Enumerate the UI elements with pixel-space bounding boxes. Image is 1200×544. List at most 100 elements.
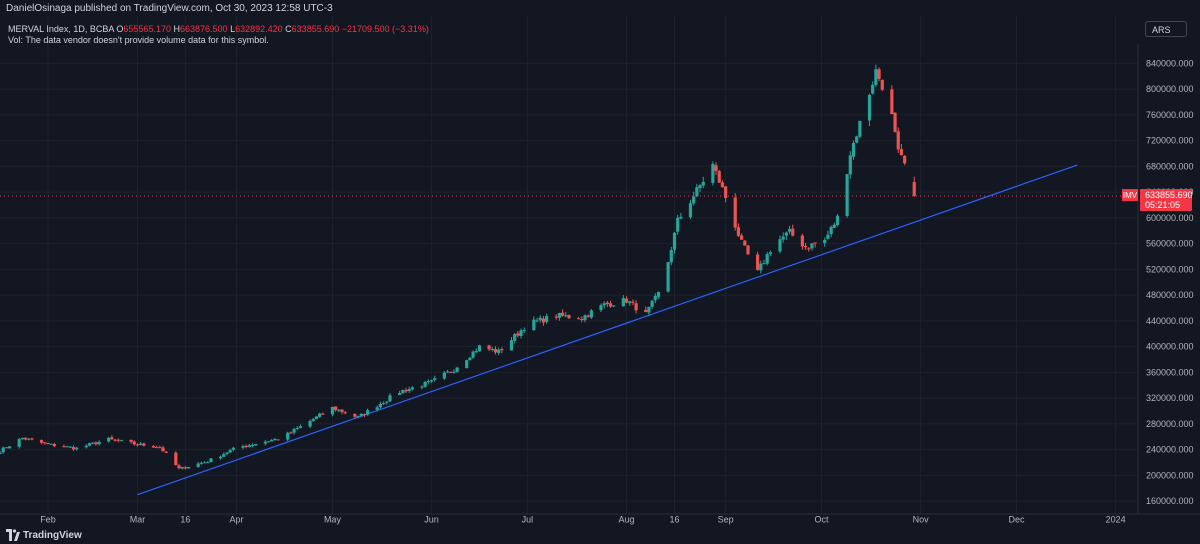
candle-body <box>867 94 872 121</box>
candle-body <box>1 447 5 453</box>
candle-body <box>183 467 188 469</box>
candle-body <box>225 452 229 454</box>
x-tick-label: 16 <box>669 514 679 524</box>
candle-body <box>222 454 226 457</box>
candle-body <box>87 443 92 446</box>
candle-body <box>410 387 414 390</box>
candle-body <box>362 414 367 416</box>
candle-body <box>334 406 338 411</box>
candle-body <box>762 263 766 265</box>
x-tick-label: Nov <box>913 514 930 524</box>
close-value: 633855.690 <box>291 24 340 34</box>
x-tick-label: Aug <box>619 514 635 524</box>
candle-body <box>880 79 884 90</box>
candle-body <box>759 263 763 271</box>
last-price-value: 633855.690 <box>1145 190 1193 200</box>
candle-body <box>557 312 562 318</box>
candle-body <box>896 131 900 150</box>
candle-body <box>695 187 699 197</box>
candle-body <box>541 318 546 323</box>
candle-body <box>532 319 536 331</box>
price-axis <box>1138 44 1200 514</box>
x-tick-label: Feb <box>40 514 56 524</box>
candle-body <box>756 254 760 270</box>
candle-body <box>765 254 769 264</box>
candle-body <box>39 439 44 443</box>
candle-body <box>218 456 223 459</box>
candle-body <box>266 441 271 443</box>
y-tick-label: 680000.000 <box>1146 161 1194 171</box>
candle-body <box>129 439 133 442</box>
candle-body <box>241 446 245 448</box>
candle-body <box>49 443 53 445</box>
candle-body <box>807 248 811 250</box>
candle-body <box>602 303 606 306</box>
candle-body <box>826 234 830 239</box>
candle-body <box>452 371 456 373</box>
candle-body <box>244 446 248 448</box>
change-value: −21709.500 (−3.31%) <box>341 24 429 34</box>
candle-body <box>835 215 840 226</box>
candle-body <box>803 245 808 248</box>
candle-body <box>17 439 21 447</box>
candle-body <box>791 228 795 236</box>
candle-body <box>624 298 629 303</box>
tradingview-logo-icon <box>6 529 20 541</box>
candle-body <box>490 348 494 350</box>
candle-body <box>449 371 453 373</box>
candle-body <box>27 438 31 440</box>
candle-body <box>378 403 382 408</box>
candle-body <box>359 413 363 416</box>
symbol-label[interactable]: MERVAL Index, 1D, BCBA <box>8 24 114 34</box>
candle-body <box>151 446 156 448</box>
candle-body <box>656 291 661 297</box>
candle-body <box>187 467 191 469</box>
candle-body <box>688 203 693 218</box>
candle-body <box>567 315 571 319</box>
y-tick-label: 160000.000 <box>1146 496 1194 506</box>
candle-body <box>397 392 402 395</box>
ohlc-legend: MERVAL Index, 1D, BCBA O655565.170 H6638… <box>8 24 429 34</box>
candle-body <box>717 171 721 183</box>
candle-body <box>426 381 430 383</box>
candle-body <box>298 426 303 428</box>
candle-body <box>513 334 517 341</box>
y-tick-label: 240000.000 <box>1146 445 1194 455</box>
candle-body <box>871 84 875 94</box>
candle-body <box>509 340 514 351</box>
candle-body <box>330 406 335 415</box>
candle-body <box>698 185 702 189</box>
candle-body <box>356 416 360 418</box>
candle-body <box>768 252 772 254</box>
candle-body <box>519 330 523 336</box>
candle-body <box>23 437 28 440</box>
candle-body <box>314 416 319 420</box>
candle-body <box>538 317 542 321</box>
candle-body <box>0 452 2 455</box>
candle-body <box>247 445 251 448</box>
candle-body <box>724 186 728 198</box>
y-tick-label: 200000.000 <box>1146 470 1194 480</box>
candle-body <box>733 197 737 228</box>
candle-body <box>276 439 280 441</box>
candle-body <box>516 333 520 336</box>
candle-body <box>375 407 379 410</box>
currency-button[interactable]: ARS <box>1145 21 1187 37</box>
candle-body <box>139 443 143 445</box>
y-tick-label: 280000.000 <box>1146 419 1194 429</box>
candle-body <box>263 441 267 444</box>
candle-body <box>810 243 814 249</box>
candle-body <box>7 446 12 449</box>
candle-body <box>672 232 677 250</box>
candle-body <box>385 401 389 403</box>
tradingview-brand: TradingView <box>23 530 82 541</box>
high-label: H <box>173 24 181 34</box>
candle-body <box>711 163 715 183</box>
candle-body <box>119 440 124 442</box>
candle-body <box>874 69 878 86</box>
y-tick-label: 760000.000 <box>1146 110 1194 120</box>
candle-body <box>899 149 904 156</box>
candle-body <box>43 442 47 444</box>
candle-body <box>455 367 459 372</box>
